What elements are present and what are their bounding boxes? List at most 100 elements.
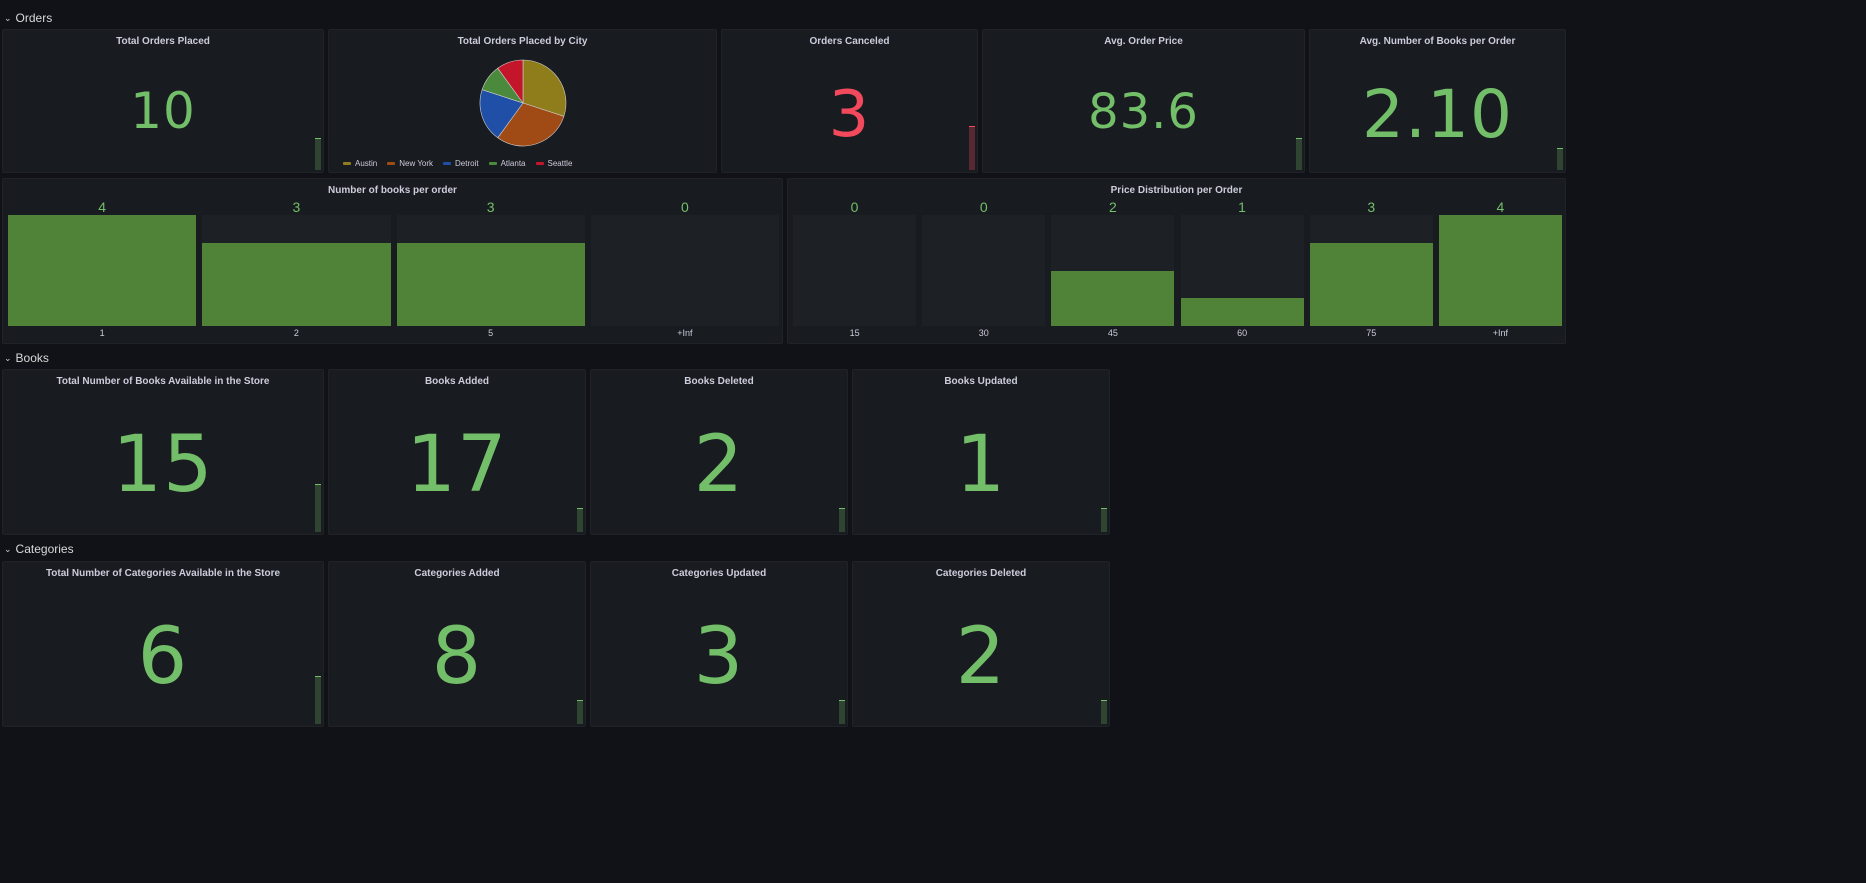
panel-categories-total[interactable]: Total Number of Categories Available in … [2,561,324,727]
panel-title: Categories Added [414,568,500,579]
row-title: Categories [15,542,74,556]
panel-books-updated[interactable]: Books Updated 1 [852,369,1110,535]
stat-value: 1 [955,420,1007,510]
bar-value: 4 [98,199,107,215]
sparkline [315,484,321,532]
bar-value: 3 [486,199,495,215]
legend-label: Seattle [547,159,573,168]
bar-label: 45 [1107,328,1118,338]
panel-books-added[interactable]: Books Added 17 [328,369,586,535]
sparkline [315,138,321,170]
panel-categories-deleted[interactable]: Categories Deleted 2 [852,561,1110,727]
bar[interactable] [396,242,585,326]
panel-title: Categories Deleted [935,568,1027,579]
stat-value: 3 [828,78,871,152]
sparkline [1101,700,1107,724]
bar-label: +Inf [677,328,693,338]
panel-categories-updated[interactable]: Categories Updated 3 [590,561,848,727]
panel-books-per-order[interactable]: Number of books per order 4 1 3 2 3 5 0 +Inf [2,178,783,344]
bar[interactable] [202,242,391,326]
panel-title: Avg. Order Price [1104,36,1183,47]
chevron-down-icon: ⌄ [4,12,12,23]
panel-title: Total Number of Books Available in the S… [56,376,270,387]
bar-value: 4 [1496,199,1505,215]
panel-total-orders[interactable]: Total Orders Placed 10 [2,29,324,173]
panel-categories-added[interactable]: Categories Added 8 [328,561,586,727]
chevron-down-icon: ⌄ [4,543,12,554]
pie-slice-detroit[interactable] [479,89,524,139]
bar-value: 0 [850,199,859,215]
panel-avg-books-per-order[interactable]: Avg. Number of Books per Order 2.10 [1309,29,1566,173]
legend-item[interactable]: Austin [343,159,377,168]
panel-books-deleted[interactable]: Books Deleted 2 [590,369,848,535]
legend-item[interactable]: Detroit [443,159,479,168]
panel-orders-by-city[interactable]: Total Orders Placed by City Austin New Yo… [328,29,717,173]
sparkline [1557,148,1563,170]
row-orders[interactable]: ⌄ Orders [0,6,52,30]
legend-swatch [443,162,452,165]
bar[interactable] [1051,270,1175,326]
legend-swatch [488,162,497,165]
legend-item[interactable]: Atlanta [488,159,526,168]
panel-title: Categories Updated [671,568,767,579]
sparkline [839,700,845,724]
panel-title: Number of books per order [328,185,457,196]
bar-label: 2 [293,328,299,338]
bar-value: 3 [1367,199,1376,215]
bar-value: 0 [680,199,689,215]
bar-label: 15 [849,328,860,338]
bar[interactable] [1309,242,1433,326]
bar-track [922,215,1046,326]
row-books[interactable]: ⌄ Books [0,346,49,370]
bar-value: 2 [1109,199,1117,215]
stat-value: 6 [137,612,189,702]
pie-slice-new-york[interactable] [497,102,565,147]
pie-slice-seattle[interactable] [497,59,524,104]
bar-label: 1 [99,328,105,338]
legend-swatch [387,162,396,165]
sparkline [577,508,583,532]
panel-orders-canceled[interactable]: Orders Canceled 3 [721,29,978,173]
sparkline [315,676,321,724]
panel-avg-order-price[interactable]: Avg. Order Price 83.6 [982,29,1305,173]
stat-value: 2.10 [1362,76,1513,153]
stat-value: 2 [693,420,745,510]
panel-title: Books Updated [944,376,1018,387]
panel-title: Books Added [424,376,490,387]
pie-slice-austin[interactable] [522,59,567,117]
bar-value: 3 [292,199,301,215]
legend-item[interactable]: New York [387,159,433,168]
bar-track [793,215,917,326]
panel-title: Avg. Number of Books per Order [1359,36,1516,47]
bar[interactable] [1438,215,1562,326]
bar-label: 75 [1366,328,1377,338]
pie-chart [479,59,567,147]
bar-track [590,215,779,326]
chevron-down-icon: ⌄ [4,352,12,363]
stat-value: 10 [130,82,196,140]
legend-item[interactable]: Seattle [535,159,573,168]
legend-label: New York [399,159,434,168]
legend-swatch [343,162,351,165]
row-title: Orders [15,11,53,25]
legend-swatch [535,162,544,165]
panel-title: Total Number of Categories Available in … [45,568,281,579]
panel-title: Orders Canceled [809,36,890,47]
bar-label: 30 [978,328,989,338]
bar-value: 1 [1238,199,1246,215]
panel-title: Total Orders Placed by City [457,36,588,47]
row-categories[interactable]: ⌄ Categories [0,537,74,561]
stat-value: 15 [112,420,214,510]
row-title: Books [15,351,49,365]
panel-title: Books Deleted [684,376,754,387]
bar-value: 0 [979,199,988,215]
bar-label: 5 [488,328,494,338]
panel-title: Price Distribution per Order [1110,185,1243,196]
legend-label: Atlanta [500,159,526,168]
panel-price-distribution[interactable]: Price Distribution per Order 0 15 0 30 2 45 1 6… [787,178,1566,344]
panel-title: Total Orders Placed [116,36,210,47]
panel-books-total[interactable]: Total Number of Books Available in the S… [2,369,324,535]
bar[interactable] [1180,298,1304,326]
stat-value: 2 [955,612,1007,702]
bar[interactable] [8,215,197,326]
